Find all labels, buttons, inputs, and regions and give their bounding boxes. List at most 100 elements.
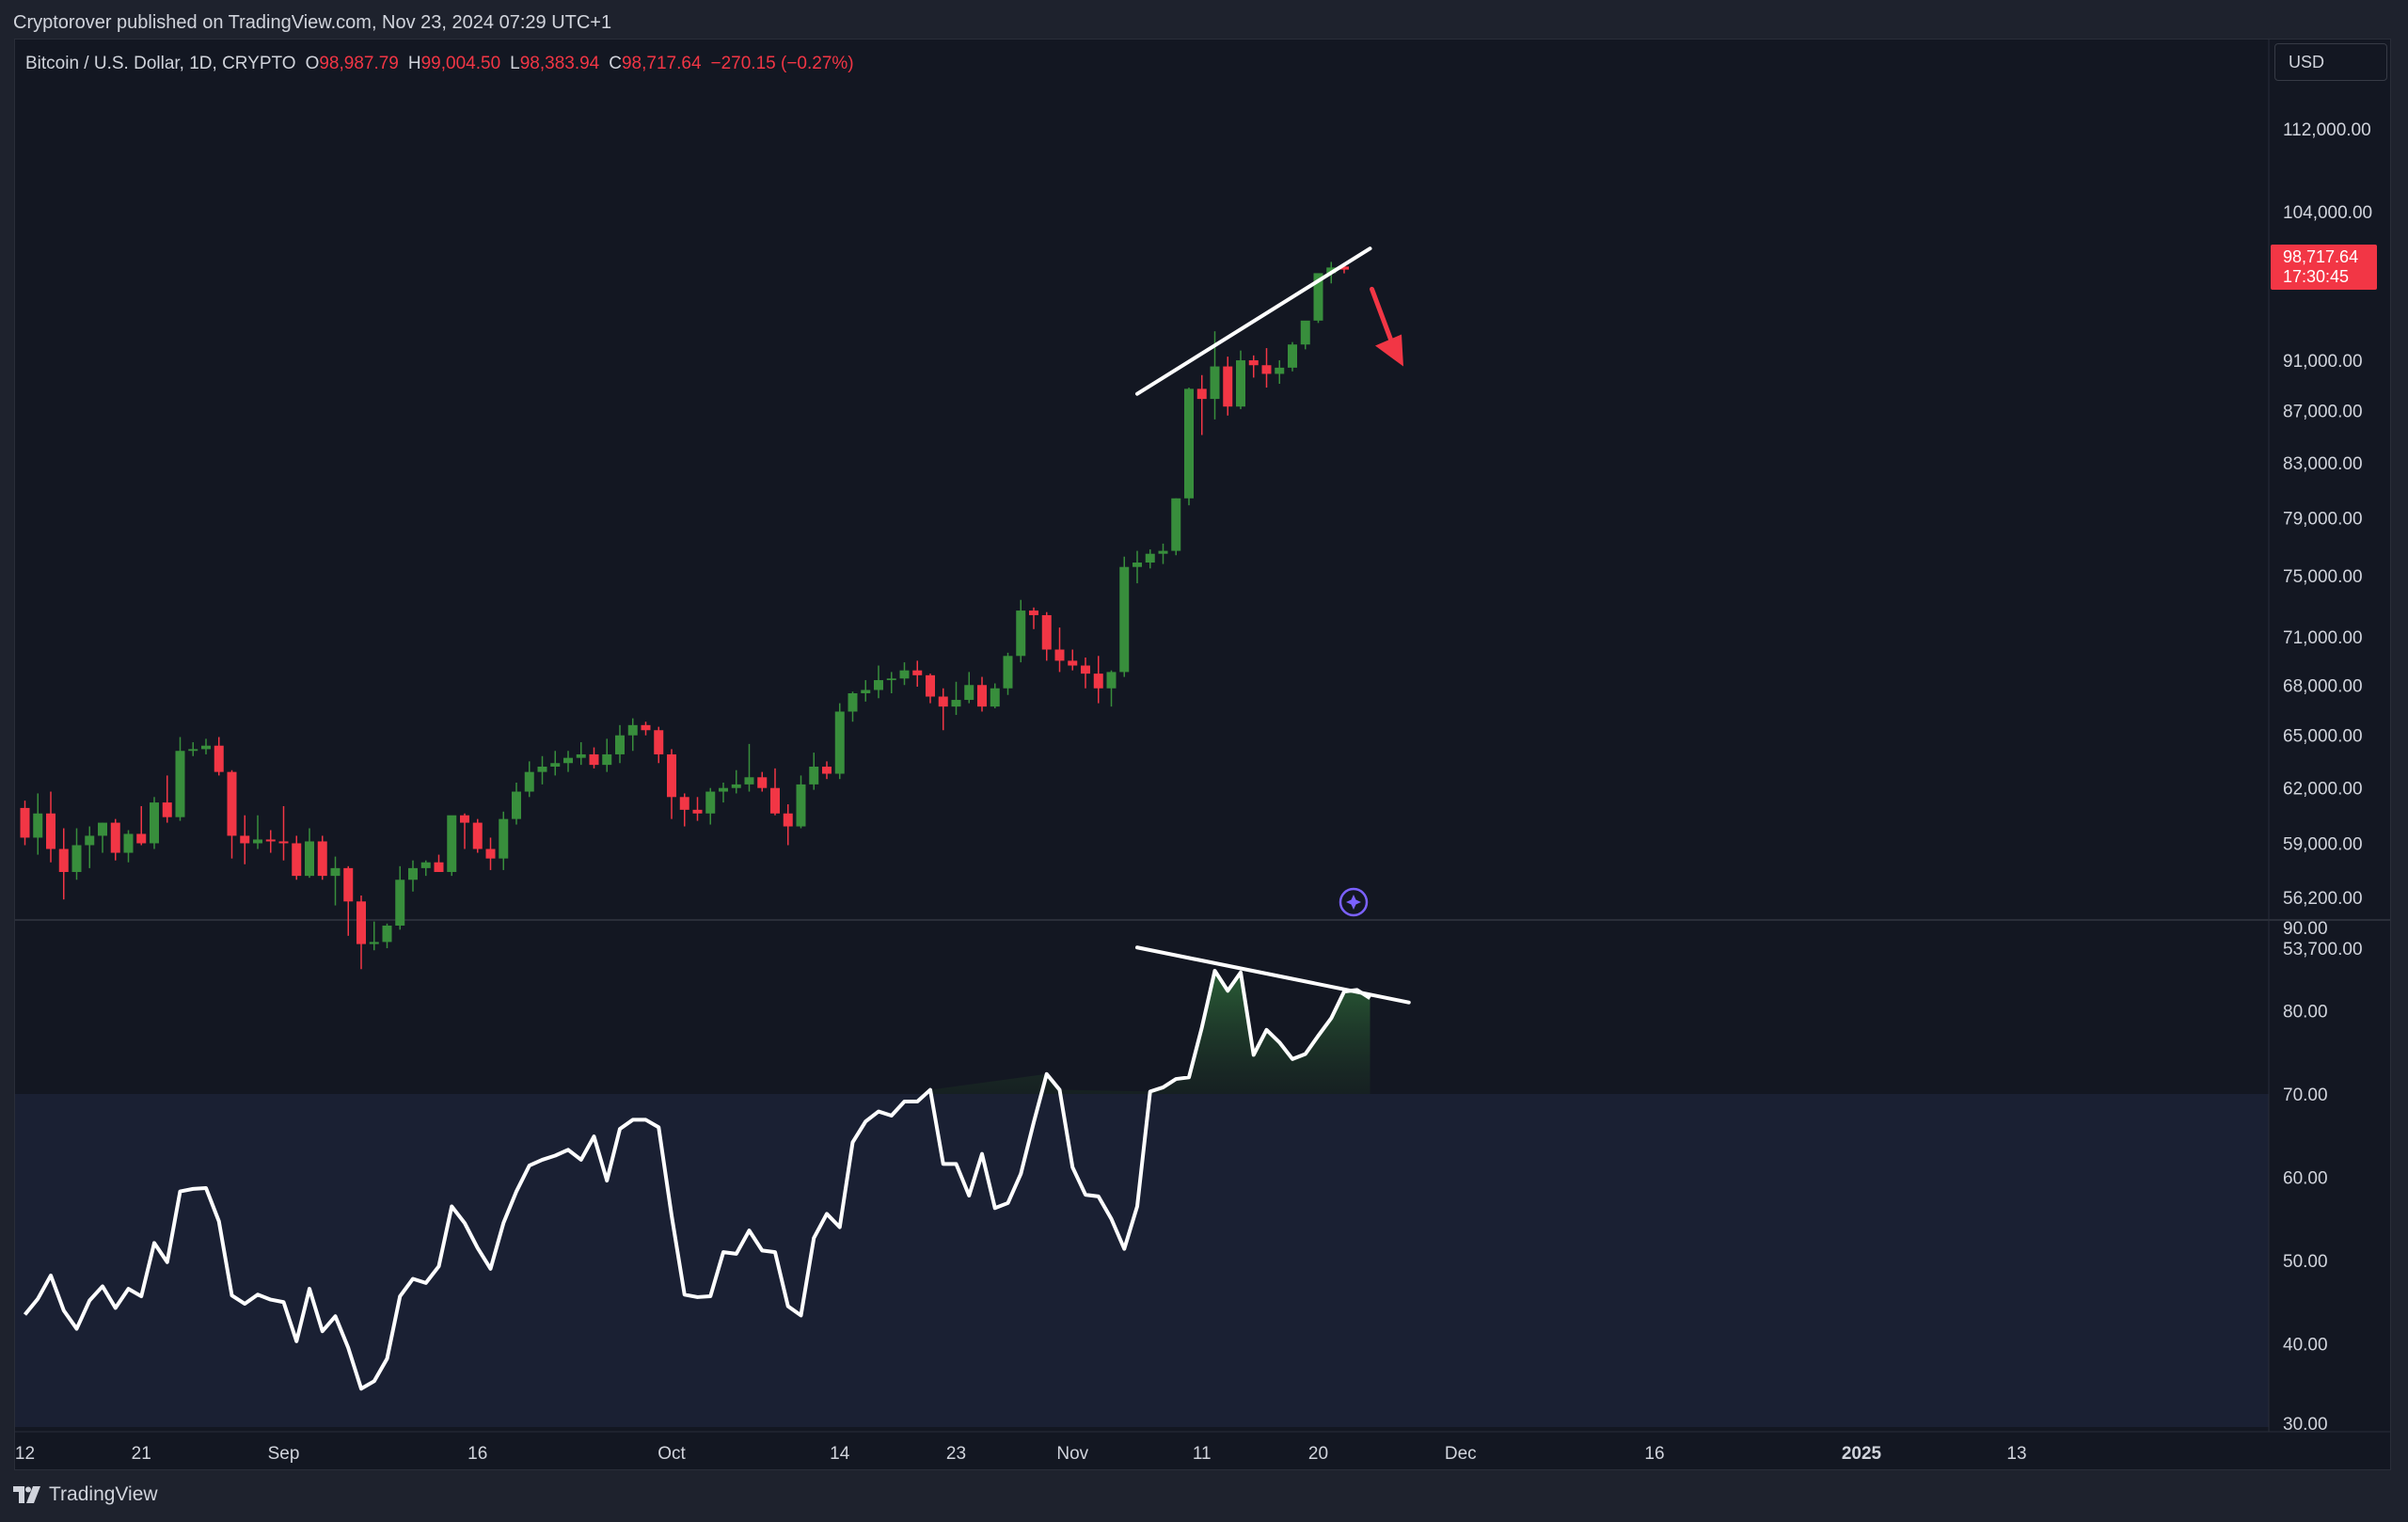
rsi-tick-label: 60.00 [2283,1169,2328,1189]
tradingview-logo-icon [13,1486,40,1503]
candle-body [822,766,832,774]
candle [744,743,754,792]
time-tick-label: Oct [657,1444,686,1464]
change-value: −270.15 (−0.27%) [710,54,854,73]
candle-body [150,802,159,844]
time-tick-label: 14 [830,1444,850,1464]
candle-body [705,791,716,814]
candle-body [1119,566,1130,673]
candle-body [874,680,883,690]
candle-body [472,822,483,849]
footer-brand[interactable]: TradingView [13,1483,158,1506]
candle-body [499,818,509,859]
candle [627,718,638,752]
candle [512,782,521,825]
time-tick-label: 13 [2006,1444,2026,1464]
candle [330,856,341,906]
candle-body [1145,553,1155,563]
candle-body [1016,610,1026,657]
candle [1248,355,1259,378]
candle-body [1223,366,1233,407]
candle-body [1261,365,1272,374]
price-tick-label: 104,000.00 [2283,203,2372,223]
currency-button[interactable]: USD [2274,43,2387,81]
candle-body [71,845,82,872]
rsi-tick-label: 90.00 [2283,919,2328,939]
marker-star [1346,895,1361,910]
time-tick-label: Nov [1056,1444,1088,1464]
candle [420,860,431,877]
time-tick-label: 16 [1644,1444,1664,1464]
candle-body [550,763,561,767]
bar-countdown: 17:30:45 [2283,267,2350,286]
chart-panes [15,40,2391,1433]
price-tick-label: 79,000.00 [2283,510,2363,530]
candle [874,665,883,699]
candle [408,860,418,892]
candle-body [512,791,521,819]
bearish-arrow-head [1375,334,1403,367]
candle [150,797,159,849]
close-value: 98,717.64 [621,54,702,73]
candle [589,747,599,769]
candle-body [834,711,845,774]
candle [472,818,483,853]
candle-body [434,862,444,872]
candle-body [576,753,586,758]
candle [175,737,185,821]
candle [1339,266,1349,274]
rsi-overbought-area [930,971,1370,1094]
candle [667,749,676,819]
candle-body [292,843,302,877]
candle [783,804,793,846]
rsi-tick-label: 30.00 [2283,1415,2328,1435]
high-value: 99,004.50 [420,54,501,73]
candle [201,738,211,754]
candle-body [990,688,1000,707]
candle [278,805,289,861]
price-tick-label: 62,000.00 [2283,780,2363,800]
candle-body [744,777,754,785]
candle [395,865,405,930]
candle-body [964,685,974,701]
annotations [1135,246,1411,1005]
time-tick-label: 2025 [1842,1444,1882,1464]
candle [265,830,276,853]
candle [537,755,547,785]
candle [460,813,469,849]
candle-body [356,901,366,944]
price-tick-label: 75,000.00 [2283,567,2363,587]
candle-body [602,753,612,766]
candle-body [641,724,651,731]
candle-body [278,841,289,844]
candle [524,761,534,798]
candle-body [1248,360,1259,366]
candle-body [757,777,768,788]
candle-body [1093,674,1103,689]
candle [990,683,1000,708]
candle [1158,543,1168,564]
rsi-axis: 90.00 80.00 70.00 60.00 50.00 40.00 30.00 [2283,919,2328,1435]
candle-body [537,766,547,772]
candle [447,815,457,877]
candle [809,753,819,790]
candle [485,837,496,870]
candle [861,680,871,702]
price-tick-label: 53,700.00 [2283,940,2363,959]
candle [563,751,573,772]
symbol-legend: Bitcoin / U.S. Dollar, 1D, CRYPTO O98,987… [25,54,854,74]
candle-body [1003,656,1013,689]
candle-body [1041,614,1052,650]
candle-body [343,867,354,902]
candle [1106,670,1117,707]
price-tick-label: 83,000.00 [2283,454,2363,474]
candle-body [175,751,185,817]
candle-body [938,696,948,707]
candle [822,761,832,780]
candle-body [85,835,95,846]
price-tick-label: 71,000.00 [2283,628,2363,648]
candle-body [1029,610,1038,615]
candle [602,738,612,772]
candle-body [227,771,237,836]
